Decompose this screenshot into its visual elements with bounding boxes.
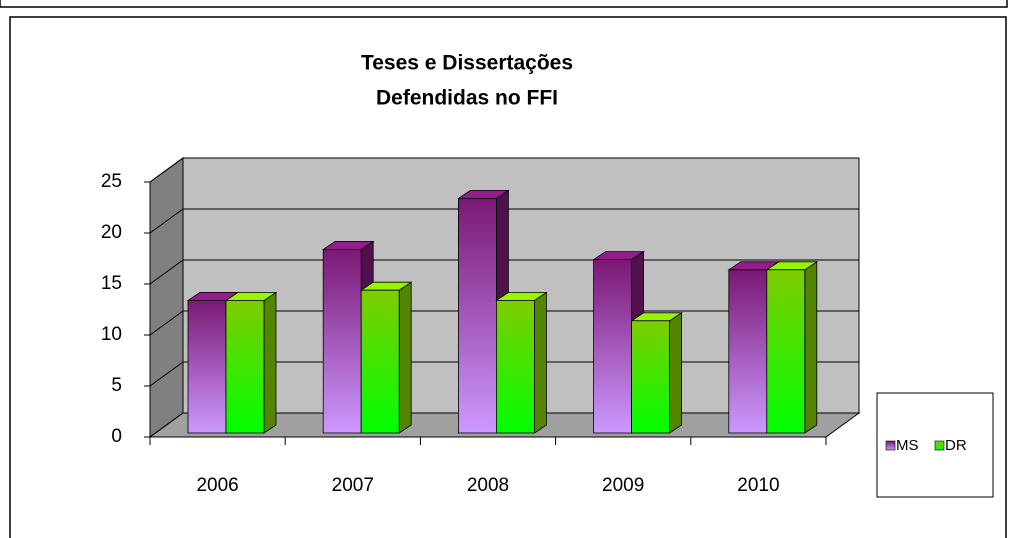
legend-swatch	[885, 440, 896, 451]
bar-front	[728, 269, 768, 434]
legend-label: MS	[896, 437, 919, 454]
bar	[630, 312, 683, 434]
bar-side	[804, 261, 818, 434]
plot-area: 0 5 10 15 20 25 2006 2007 2008 2009 2010	[101, 157, 861, 496]
x-tick-label: 2010	[737, 475, 779, 496]
y-tick-label: 25	[101, 171, 122, 192]
bar	[224, 291, 278, 434]
bar-side	[669, 312, 682, 434]
x-tick-label: 2008	[467, 475, 509, 496]
y-tick-label: 20	[101, 222, 122, 243]
x-tick-label: 2009	[602, 475, 644, 496]
chart-title: Defendidas no FFI	[376, 87, 558, 110]
frame-top	[0, 0, 1008, 8]
legend: MS DR	[885, 437, 967, 454]
bar-front	[322, 248, 362, 434]
bar-side	[263, 291, 277, 434]
bar	[359, 281, 413, 434]
bar	[765, 261, 819, 434]
y-tick-label: 10	[101, 324, 122, 345]
bar-side	[398, 281, 412, 434]
bar-front	[360, 289, 400, 434]
bar-front	[593, 259, 632, 434]
side-wall	[149, 157, 184, 438]
bar-front	[766, 269, 806, 434]
bar-front	[187, 299, 227, 434]
y-tick-label: 0	[111, 426, 122, 447]
y-tick-label: 15	[101, 273, 122, 294]
bar	[495, 291, 548, 434]
grid-line	[149, 208, 859, 234]
bar-front	[631, 320, 670, 434]
bar-side	[534, 291, 547, 434]
x-tick-label: 2007	[332, 475, 374, 496]
legend-label: DR	[945, 437, 967, 454]
bar-front	[457, 197, 497, 434]
bar-front	[225, 299, 265, 434]
bar-front	[495, 299, 535, 434]
x-tick-label: 2006	[196, 475, 238, 496]
y-tick-label: 5	[111, 375, 122, 396]
legend-swatch	[934, 440, 945, 451]
grid-line	[149, 157, 859, 183]
chart-title: Teses e Dissertações	[361, 52, 573, 75]
